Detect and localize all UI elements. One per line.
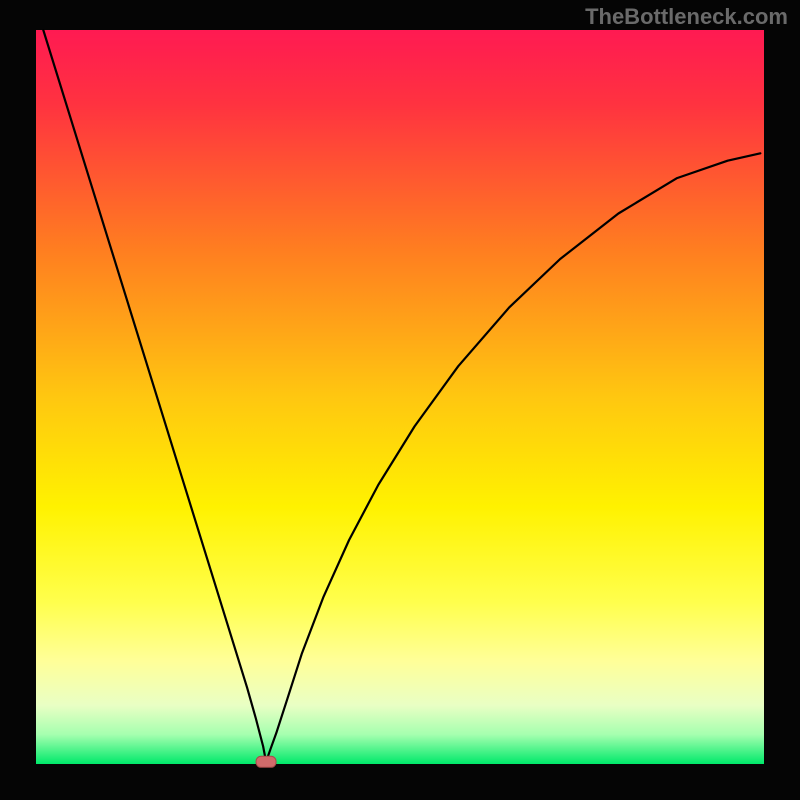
chart-container: TheBottleneck.com [0, 0, 800, 800]
watermark-text: TheBottleneck.com [585, 4, 788, 30]
min-point-marker [256, 756, 276, 767]
plot-background [36, 30, 764, 764]
bottleneck-curve-chart [0, 0, 800, 800]
